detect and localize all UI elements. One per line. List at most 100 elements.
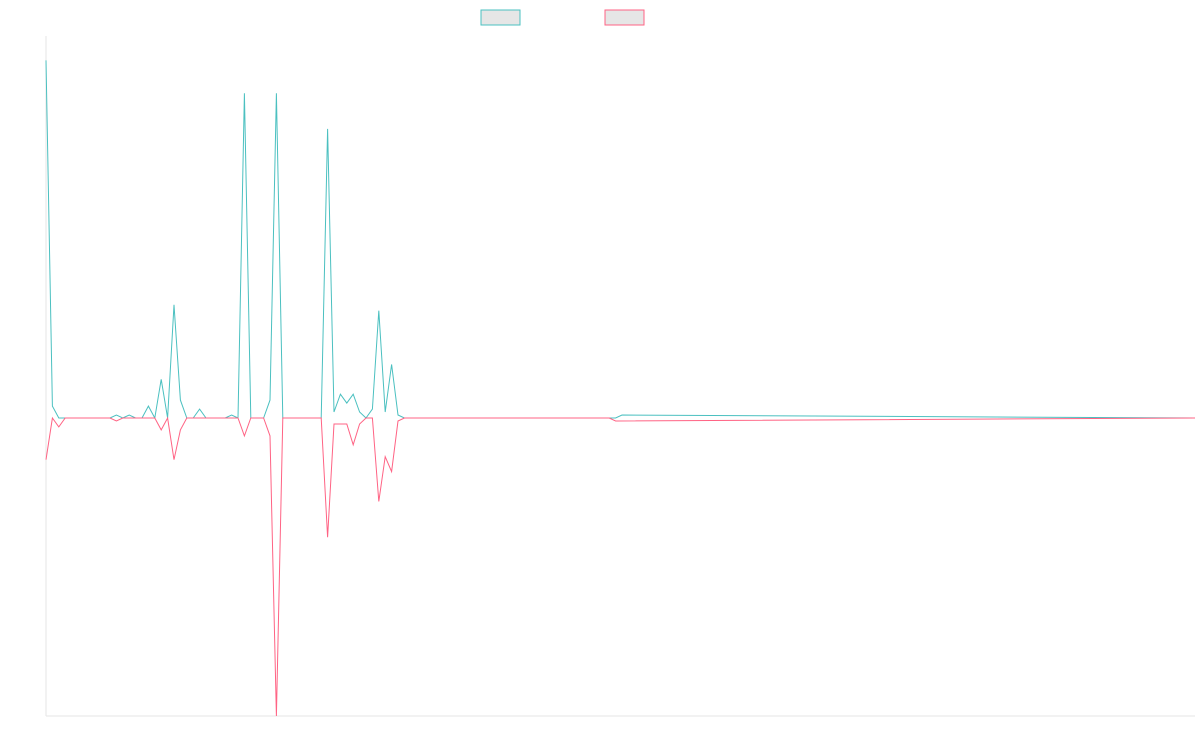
series-2-point <box>378 501 379 502</box>
series-2-point <box>564 417 565 418</box>
series-2-point <box>103 417 104 418</box>
series-2-point <box>583 417 584 418</box>
series-1-point <box>615 417 616 418</box>
series-1-point <box>397 414 398 415</box>
series-2-point <box>58 426 59 427</box>
series-2-point <box>231 417 232 418</box>
series-2-point <box>570 417 571 418</box>
series-2-point <box>525 417 526 418</box>
series-2-point <box>385 456 386 457</box>
series-2-point <box>250 417 251 418</box>
series-2-point <box>461 417 462 418</box>
series-2-point <box>173 459 174 460</box>
series-1-point <box>372 409 373 410</box>
series-2-point <box>481 417 482 418</box>
series-2-point <box>372 417 373 418</box>
series-2-point <box>148 417 149 418</box>
series-2-point <box>506 417 507 418</box>
series-2-point <box>71 417 72 418</box>
series-2-point <box>212 417 213 418</box>
series-1-point <box>385 411 386 412</box>
series-2-point <box>237 417 238 418</box>
series-2-point <box>135 417 136 418</box>
series-2-point <box>545 417 546 418</box>
series-2-point <box>596 417 597 418</box>
legend-swatch-series-1[interactable] <box>480 9 521 26</box>
series-2-point <box>538 417 539 418</box>
series-2-point <box>52 417 53 418</box>
series-2-point <box>180 429 181 430</box>
series-2-point <box>84 417 85 418</box>
series-2-point <box>269 435 270 436</box>
series-2-point <box>109 417 110 418</box>
series-1-point <box>333 411 334 412</box>
series-2-point <box>468 417 469 418</box>
series-1-point <box>58 417 59 418</box>
series-2-point <box>289 417 290 418</box>
legend <box>480 9 645 26</box>
series-line-2 <box>45 416 1196 717</box>
series-1-point <box>340 394 341 395</box>
series-1-point <box>346 403 347 404</box>
series-2-point <box>449 417 450 418</box>
series-2-point <box>404 417 405 418</box>
series-2-point <box>500 417 501 418</box>
series-2-point <box>199 417 200 418</box>
series-1-point <box>327 128 328 129</box>
series-2-point <box>365 417 366 418</box>
series-2-point <box>205 417 206 418</box>
series-2-point <box>65 417 66 418</box>
series-2-point <box>301 417 302 418</box>
series-2-point <box>45 459 46 460</box>
series-2-point <box>493 417 494 418</box>
series-2-point <box>321 417 322 418</box>
series-1-point <box>353 394 354 395</box>
series-2-point <box>154 417 155 418</box>
series-1-point <box>116 414 117 415</box>
series-2-point <box>602 417 603 418</box>
series-2-point <box>193 417 194 418</box>
series-2-point <box>161 429 162 430</box>
series-1-point <box>199 409 200 410</box>
series-2-point <box>442 417 443 418</box>
series-2-point <box>314 417 315 418</box>
legend-swatch-series-2[interactable] <box>604 9 645 26</box>
series-2-point <box>263 417 264 418</box>
series-2-point <box>276 715 277 716</box>
series-2-point <box>327 537 328 538</box>
series-2-point <box>551 417 552 418</box>
series-1-point <box>621 414 622 415</box>
series-1-point <box>276 93 277 94</box>
series-2-point <box>417 417 418 418</box>
series-2-point <box>333 423 334 424</box>
series-1-point <box>378 310 379 311</box>
series-2-point <box>218 417 219 418</box>
series-1-point <box>148 406 149 407</box>
series-line-1 <box>45 60 1196 420</box>
series-2-point <box>340 423 341 424</box>
series-2-point <box>225 417 226 418</box>
series-lines <box>45 60 1196 717</box>
series-2-point <box>487 417 488 418</box>
series-2-point <box>308 417 309 418</box>
series-1-point <box>180 400 181 401</box>
series-2-point <box>532 417 533 418</box>
series-1-point <box>173 304 174 305</box>
series-1-point <box>45 60 46 61</box>
series-2-point <box>122 417 123 418</box>
series-2-point <box>353 444 354 445</box>
series-2-point <box>577 417 578 418</box>
series-2-point <box>129 417 130 418</box>
series-2-point <box>90 417 91 418</box>
series-1-point <box>269 400 270 401</box>
series-1-point <box>359 411 360 412</box>
series-2-point <box>429 417 430 418</box>
series-1-point <box>161 379 162 380</box>
series-2-point <box>513 417 514 418</box>
series-1-point <box>391 364 392 365</box>
series-2-point <box>116 420 117 421</box>
series-1-point <box>52 406 53 407</box>
series-2-point <box>167 417 168 418</box>
series-2-point <box>186 417 187 418</box>
